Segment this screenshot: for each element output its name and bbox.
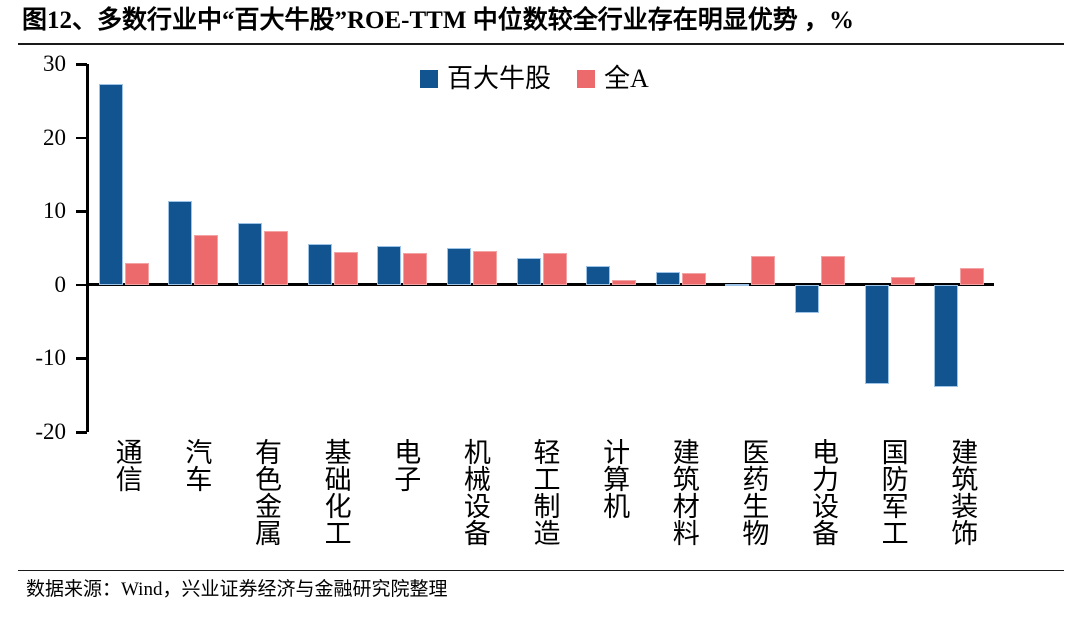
x-axis-label: 有色金属 [251,438,282,546]
y-axis-spine [86,64,89,432]
legend-item-series2[interactable]: 全A [577,66,649,92]
bar-series1[interactable] [168,200,193,285]
legend-swatch-red-icon [577,70,596,88]
y-axis-tick [76,431,87,434]
bar-series2[interactable] [333,251,358,285]
bar-series1[interactable] [516,257,541,285]
x-axis-label: 电子 [390,438,421,492]
y-axis-tick [76,210,87,213]
x-axis-label: 医药生物 [738,438,769,546]
bar-series1[interactable] [725,284,750,287]
bar-group [586,46,637,446]
x-axis-label: 机械设备 [459,438,490,546]
bar-group [655,46,706,446]
y-axis-tick-label: 20 [43,124,66,150]
source-note: 数据来源：Wind，兴业证券经济与金融研究院整理 [26,579,448,600]
bar-series-container [89,46,994,446]
bar-series2[interactable] [124,263,149,285]
x-axis-label: 汽车 [181,438,212,492]
x-axis-label: 建筑装饰 [947,438,978,546]
bar-series2[interactable] [542,253,567,285]
bar-series1[interactable] [238,222,263,285]
y-axis-tick-label: -10 [35,345,66,371]
bar-group [238,46,289,446]
bar-series1[interactable] [864,284,889,385]
bar-series2[interactable] [751,256,776,285]
x-axis-category-labels: 通信 汽车 有色金属 基础化工 电子 机械设备 轻工制造 计算机 建筑材料 医药生物 电力设备 国防军… [89,438,994,618]
bar-series1[interactable] [98,83,123,285]
y-axis-tick [76,357,87,360]
legend-swatch-blue-icon [420,70,438,88]
bar-group [446,46,497,446]
bar-series2[interactable] [472,250,497,285]
y-axis-tick-label: 30 [43,51,66,76]
bar-series2[interactable] [403,253,428,285]
bar-series2[interactable] [960,267,985,285]
bar-series1[interactable] [586,266,611,285]
y-axis-tick [76,283,87,287]
x-axis-label: 计算机 [599,438,630,519]
bar-group [725,46,776,446]
bar-group [934,46,985,446]
bar-group [864,46,915,446]
bar-series2[interactable] [612,279,637,285]
x-axis-label: 国防军工 [877,438,908,546]
x-axis-label: 轻工制造 [529,438,560,546]
bar-series1[interactable] [446,248,471,285]
bar-group [377,46,428,446]
bar-series2[interactable] [820,256,845,285]
y-axis-tick-label: 0 [54,271,67,297]
title-divider-top [18,43,1064,45]
figure-title: 图12、多数行业中“百大牛股”ROE-TTM 中位数较全行业存在明显优势 ，% [22,7,854,34]
y-axis-tick [76,63,87,66]
y-axis-tick-label: -20 [35,419,66,444]
bar-series1[interactable] [655,271,680,285]
bar-series1[interactable] [934,284,959,388]
legend-label-series2: 全A [604,64,649,93]
bar-series1[interactable] [377,245,402,285]
bar-series2[interactable] [194,235,219,285]
x-axis-label: 建筑材料 [668,438,699,546]
legend-item-series1[interactable]: 百大牛股 [420,66,551,92]
bar-group [98,46,149,446]
bar-series1[interactable] [307,244,332,285]
footer-divider [18,570,1064,571]
x-axis-label: 电力设备 [807,438,838,546]
bar-group [168,46,219,446]
bar-group [516,46,567,446]
y-axis-tick-label: 10 [43,198,66,224]
bar-group [794,46,845,446]
chart-plot-area: 百大牛股 全A 30 20 10 0 -10 -20 通信 汽车 有色金属 基础化工 电子 机械设备… [0,46,1080,566]
y-axis-tick [76,136,87,140]
bar-series2[interactable] [890,276,915,285]
bar-series1[interactable] [794,284,819,313]
bar-series2[interactable] [681,273,706,285]
bar-group [307,46,358,446]
bar-series2[interactable] [264,231,289,285]
x-axis-label: 通信 [111,438,142,492]
chart-legend: 百大牛股 全A [420,66,649,92]
legend-label-series1: 百大牛股 [447,64,552,93]
x-axis-label: 基础化工 [320,438,351,546]
